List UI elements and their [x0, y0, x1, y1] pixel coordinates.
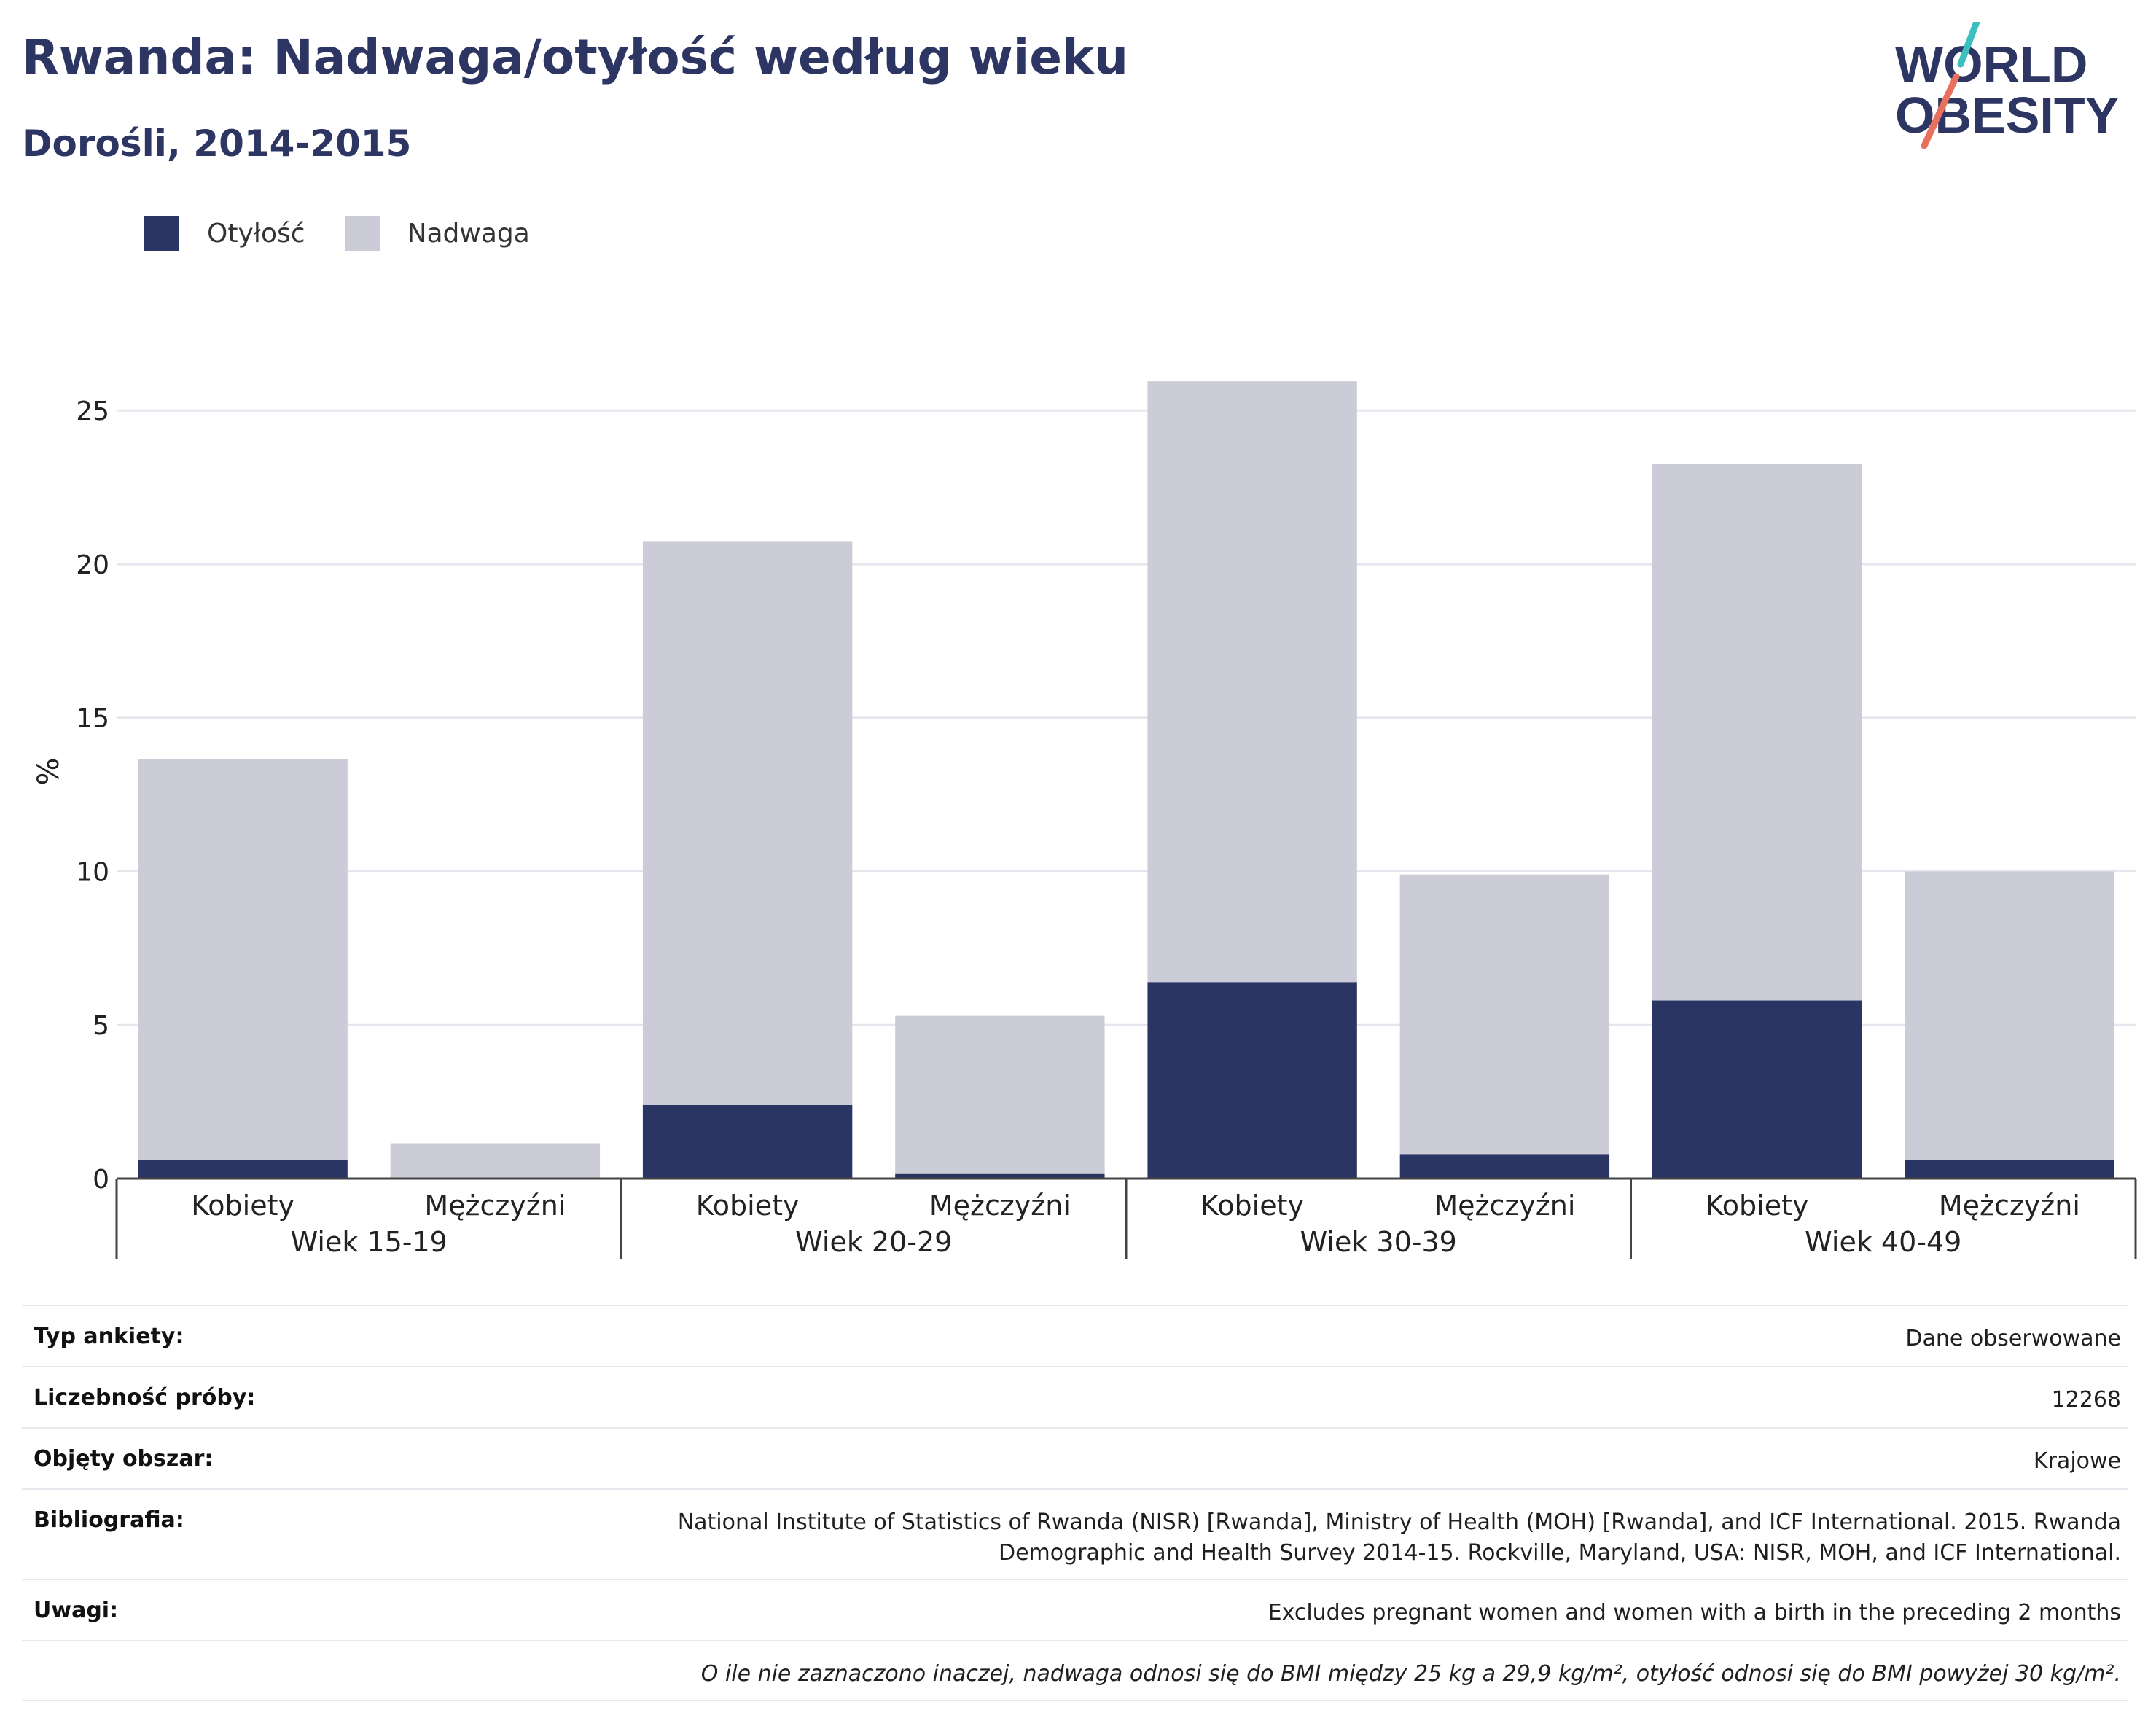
bibliography-line-2: Demographic and Health Survey 2014-15. R… [998, 1540, 2121, 1566]
x-tick-label: Mężczyźni [424, 1190, 566, 1222]
legend-item-overweight[interactable]: Nadwaga [344, 216, 530, 251]
bar-obesity [1905, 1160, 2114, 1179]
bar-overweight [138, 759, 348, 1160]
bar-overweight [1399, 874, 1610, 1155]
footnote-text: O ile nie zaznaczono inaczej, nadwaga od… [700, 1661, 2121, 1687]
page-title: Rwanda: Nadwaga/otyłość według wieku [22, 29, 1128, 85]
group-label: Wiek 20-29 [795, 1226, 952, 1258]
x-tick-label: Kobiety [191, 1190, 294, 1222]
meta-label: Uwagi: [34, 1598, 119, 1623]
x-tick-label: Mężczyźni [1939, 1190, 2080, 1222]
bar-obesity [1399, 1154, 1610, 1179]
bar-overweight [895, 1015, 1105, 1174]
bar-overweight [642, 541, 853, 1105]
meta-value: 12268 [2051, 1387, 2121, 1413]
y-tick-label: 5 [93, 1011, 109, 1041]
meta-row-footnote: O ile nie zaznaczono inaczej, nadwaga od… [22, 1640, 2128, 1701]
legend-swatch-overweight [344, 216, 380, 251]
meta-label: Bibliografia: [34, 1507, 184, 1533]
y-axis-label: % [32, 757, 66, 785]
legend: Otyłość Nadwaga [144, 216, 569, 251]
logo-text-world: WORLD [1895, 36, 2087, 93]
bar-obesity [1652, 1000, 1862, 1179]
y-tick-label: 10 [76, 857, 109, 887]
y-tick-label: 20 [76, 550, 109, 580]
bar-overweight [1905, 871, 2114, 1160]
metadata-table: Typ ankiety: Dane obserwowane Liczebność… [22, 1305, 2128, 1701]
meta-row-area-covered: Objęty obszar: Krajowe [22, 1427, 2128, 1488]
legend-label-obesity: Otyłość [207, 218, 305, 249]
meta-label: Objęty obszar: [34, 1446, 214, 1472]
meta-row-survey-type: Typ ankiety: Dane obserwowane [22, 1305, 2128, 1366]
x-tick-label: Mężczyźni [1434, 1190, 1575, 1222]
bar-obesity [1147, 982, 1357, 1179]
legend-label-overweight: Nadwaga [407, 218, 530, 249]
bar-obesity [642, 1104, 853, 1179]
bar-overweight [1147, 381, 1357, 983]
meta-value: National Institute of Statistics of Rwan… [678, 1507, 2121, 1569]
meta-label: Liczebność próby: [34, 1385, 256, 1410]
meta-row-sample-size: Liczebność próby: 12268 [22, 1366, 2128, 1427]
legend-swatch-obesity [144, 216, 179, 251]
legend-item-obesity[interactable]: Otyłość [144, 216, 305, 251]
world-obesity-logo: WORLD OBESITY [1895, 22, 2119, 149]
y-tick-label: 15 [76, 704, 109, 734]
meta-row-notes: Uwagi: Excludes pregnant women and women… [22, 1579, 2128, 1640]
bar-overweight [390, 1143, 601, 1179]
x-tick-label: Kobiety [1200, 1190, 1304, 1222]
meta-value: Excludes pregnant women and women with a… [1268, 1600, 2121, 1625]
page-subtitle: Dorośli, 2014-2015 [22, 122, 412, 165]
x-tick-label: Mężczyźni [929, 1190, 1071, 1222]
bar-obesity [895, 1173, 1105, 1179]
bibliography-line-1: National Institute of Statistics of Rwan… [677, 1510, 2121, 1535]
group-label: Wiek 30-39 [1300, 1226, 1457, 1258]
y-tick-label: 25 [76, 397, 109, 426]
meta-row-bibliography: Bibliografia: National Institute of Stat… [22, 1488, 2128, 1579]
y-tick-label: 0 [93, 1165, 109, 1195]
meta-value: Krajowe [2033, 1448, 2121, 1474]
group-label: Wiek 15-19 [291, 1226, 448, 1258]
bar-chart: 0 5 10 15 20 25% Kobiety Mężczyźni Kobiety Mężczy… [32, 381, 2137, 1259]
meta-value: Dane obserwowane [1905, 1326, 2121, 1351]
logo-slash-bottom [1921, 73, 1960, 149]
logo-slash-top [1957, 22, 1980, 68]
bar-obesity [138, 1160, 348, 1179]
bar-overweight [1652, 464, 1862, 1001]
x-tick-label: Kobiety [696, 1190, 800, 1222]
x-tick-label: Kobiety [1706, 1190, 1809, 1222]
group-label: Wiek 40-49 [1805, 1226, 1961, 1258]
meta-label: Typ ankiety: [34, 1324, 184, 1349]
